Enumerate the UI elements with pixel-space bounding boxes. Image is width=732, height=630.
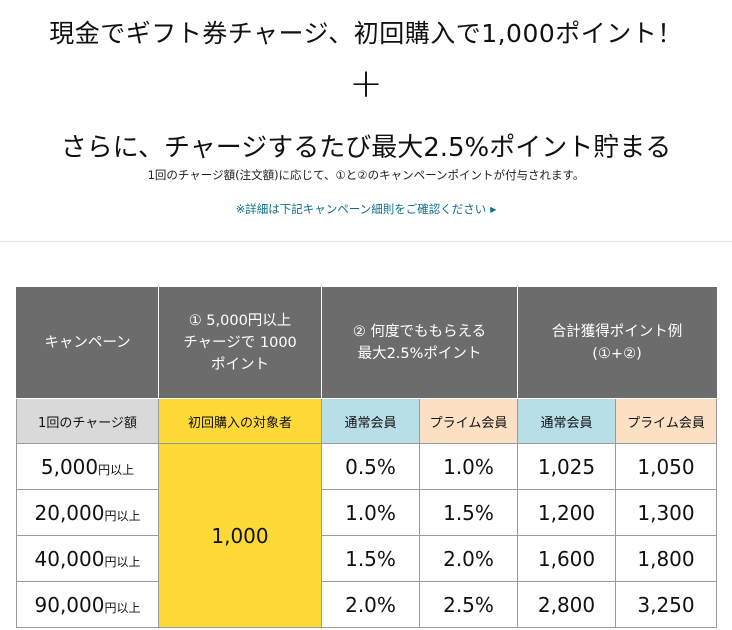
prime-rate: 2.5% (419, 581, 518, 628)
campaign-note: 1回のチャージ額(注文額)に応じて、①と②のキャンペーンポイントが付与されます。 (147, 168, 585, 182)
divider (0, 241, 732, 242)
prime-rate: 1.5% (419, 489, 518, 536)
chevron-right-icon: ▶ (490, 205, 497, 214)
subheader-regular-member: 通常会員 (321, 398, 420, 444)
amount-unit: 円以上 (104, 600, 141, 615)
charge-amount-cell: 5,000円以上 (16, 443, 159, 490)
prime-rate: 2.0% (419, 535, 518, 582)
charge-amount: 90,000 (34, 592, 105, 617)
table-row: 90,000円以上 2.0% 2.5% 2,800 3,250 (16, 581, 717, 628)
campaign-table: キャンペーン ① 5,000円以上 チャージで 1000ポイント ② 何度でもも… (16, 287, 717, 628)
amount-unit: 円以上 (104, 554, 141, 569)
regular-total: 1,025 (517, 443, 616, 490)
charge-amount-cell: 20,000円以上 (16, 489, 159, 536)
prime-total: 1,050 (615, 443, 717, 490)
table-subheader-row: 1回のチャージ額 初回購入の対象者 通常会員 プライム会員 通常会員 プライム会… (16, 398, 717, 444)
charge-amount: 20,000 (34, 500, 105, 525)
charge-amount: 40,000 (34, 546, 105, 571)
first-purchase-points: 1,000 (158, 443, 322, 628)
header-campaign: キャンペーン (16, 287, 159, 399)
regular-total: 1,600 (517, 535, 616, 582)
campaign-details-link[interactable]: ※詳細は下記キャンペーン細則をご確認ください ▶ (0, 201, 732, 217)
table-row: 20,000円以上 1.0% 1.5% 1,200 1,300 (16, 489, 717, 536)
prime-total: 1,800 (615, 535, 717, 582)
campaign-details-link-label[interactable]: ※詳細は下記キャンペーン細則をご確認ください (235, 202, 487, 216)
regular-rate: 0.5% (321, 443, 420, 490)
amount-unit: 円以上 (98, 462, 135, 477)
charge-amount: 5,000 (40, 454, 99, 479)
table-row: 40,000円以上 1.5% 2.0% 1,600 1,800 (16, 535, 717, 582)
header-first-purchase-text: ① 5,000円以上 チャージで 1000ポイント (183, 313, 297, 373)
subheader-charge-amount: 1回のチャージ額 (16, 398, 159, 444)
header-first-purchase: ① 5,000円以上 チャージで 1000ポイント (158, 287, 322, 399)
regular-total: 1,200 (517, 489, 616, 536)
header-total-points-text: 合計獲得ポイント例 (①+②) (551, 324, 683, 362)
plus-sign: + (349, 61, 383, 107)
subheadline: さらに、チャージするたび最大2.5%ポイント貯まる (60, 133, 672, 163)
header-repeat-points-text: ② 何度でももらえる 最大2.5%ポイント (352, 324, 487, 362)
regular-rate: 1.5% (321, 535, 420, 582)
amount-unit: 円以上 (104, 508, 141, 523)
subheader-regular-member-total: 通常会員 (517, 398, 616, 444)
table-row: 5,000円以上 1,000 0.5% 1.0% 1,025 1,050 (16, 443, 717, 628)
charge-amount-cell: 90,000円以上 (16, 581, 159, 628)
prime-rate: 1.0% (419, 443, 518, 490)
subheader-first-target: 初回購入の対象者 (158, 398, 322, 444)
header-total-points: 合計獲得ポイント例 (①+②) (517, 287, 717, 399)
subheader-prime-member-total: プライム会員 (615, 398, 717, 444)
header-repeat-points: ② 何度でももらえる 最大2.5%ポイント (321, 287, 518, 399)
table-header-row: キャンペーン ① 5,000円以上 チャージで 1000ポイント ② 何度でもも… (16, 287, 717, 399)
subheader-prime-member: プライム会員 (419, 398, 518, 444)
charge-amount-cell: 40,000円以上 (16, 535, 159, 582)
regular-total: 2,800 (517, 581, 616, 628)
regular-rate: 2.0% (321, 581, 420, 628)
regular-rate: 1.0% (321, 489, 420, 536)
prime-total: 1,300 (615, 489, 717, 536)
prime-total: 3,250 (615, 581, 717, 628)
headline: 現金でギフト券チャージ、初回購入で1,000ポイント！ (49, 19, 683, 48)
